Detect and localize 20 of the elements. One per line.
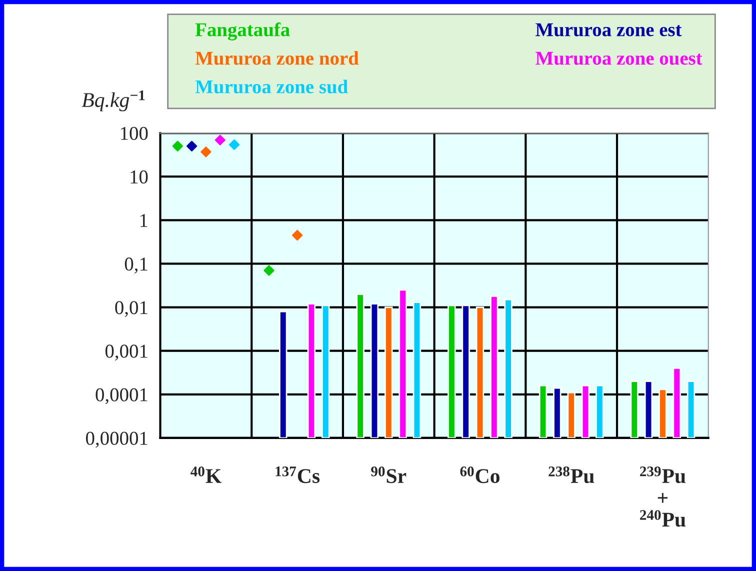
x-tick-label: $^{40}$K	[190, 466, 222, 483]
x-tick-label: $^{90}$Sr	[371, 466, 406, 484]
y-tick-label: 0,0001	[96, 388, 148, 404]
y-tick-label: 1	[140, 214, 148, 227]
x-tick-label: $^{137}$Cs	[276, 466, 320, 484]
text: Mururoa zone nord	[195, 51, 359, 65]
y-tick-label: 0,00001	[86, 432, 148, 448]
y-tick-label: 0,001	[105, 344, 148, 361]
y-axis-title: Bq.kg$^{−1}$	[82, 90, 145, 112]
x-tick-label: $^{238}$Pu	[548, 466, 594, 484]
y-tick-label: 100	[121, 126, 148, 140]
x-tick-label: $^{60}$Co	[460, 466, 500, 484]
text: Fangataufa	[195, 22, 290, 40]
y-tick-label: 0,1	[124, 258, 148, 274]
text: Mururoa zone sud	[195, 80, 348, 94]
x-tick-label: $^{239}$Pu + $^{240}$Pu	[640, 466, 686, 527]
text: Mururoa zone ouest	[536, 52, 702, 65]
text: Mururoa zone est	[536, 23, 682, 36]
y-tick-label: 10	[130, 170, 148, 184]
y-tick-label: 0,01	[115, 301, 148, 318]
